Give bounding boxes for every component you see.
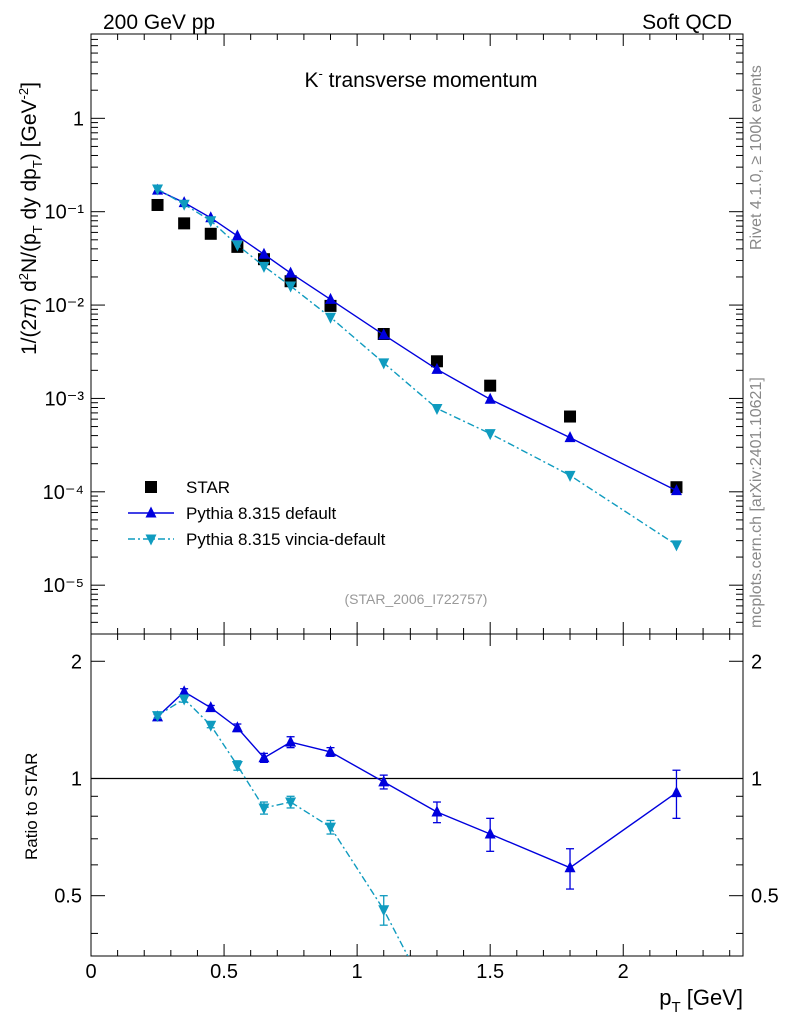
data-point-main xyxy=(285,266,297,278)
data-point-main xyxy=(205,216,217,228)
data-point-main xyxy=(564,431,576,443)
data-point-ratio xyxy=(285,797,297,809)
data-point-ratio xyxy=(431,805,443,817)
x-tick-label: 1 xyxy=(352,961,363,983)
data-point-main xyxy=(231,229,243,241)
data-point-main xyxy=(378,358,390,370)
data-point-main xyxy=(431,362,443,374)
data-point-ratio xyxy=(378,905,390,917)
ratio-frame xyxy=(90,633,744,957)
data-point-main xyxy=(431,404,443,416)
data-point-main xyxy=(670,540,682,552)
y-tick-label-ratio-right: 1 xyxy=(751,768,762,790)
data-point-main xyxy=(564,470,576,482)
data-point-main xyxy=(152,184,164,196)
legend-label: STAR xyxy=(186,478,230,497)
data-point-main xyxy=(258,261,270,273)
data-point-main xyxy=(325,292,337,304)
data-point-main xyxy=(484,379,497,392)
data-point-main xyxy=(670,484,682,496)
y-tick-label-main: 10⁻³ xyxy=(45,388,85,410)
rivet-label: Rivet 4.1.0, ≥ 100k events xyxy=(748,65,765,250)
legend-label: Pythia 8.315 default xyxy=(186,504,337,523)
data-point-main xyxy=(378,328,390,340)
x-tick-label: 0.5 xyxy=(210,961,238,983)
data-point-ratio xyxy=(564,861,576,873)
y-tick-label-main: 10⁻⁴ xyxy=(43,482,84,504)
data-point-main xyxy=(178,217,191,230)
data-point-ratio xyxy=(325,745,337,757)
x-tick-label: 1.5 xyxy=(476,961,504,983)
header-right: Soft QCD xyxy=(642,11,732,34)
data-point-main xyxy=(325,312,337,324)
y-tick-label-main: 10⁻¹ xyxy=(45,202,85,224)
data-point-ratio xyxy=(205,720,217,732)
data-point-main xyxy=(204,227,217,240)
legend: STAR Pythia 8.315 default Pythia 8.315 vin… xyxy=(128,478,386,549)
data-point-main xyxy=(257,253,270,266)
data-point-ratio xyxy=(178,685,190,697)
x-tick-label: 0 xyxy=(85,961,96,983)
series-line-ratio xyxy=(157,690,677,869)
y-tick-label-main: 10⁻² xyxy=(45,295,85,317)
y-tick-label-ratio-right: 2 xyxy=(751,651,762,673)
data-point-main xyxy=(231,240,243,252)
data-point-ratio xyxy=(378,775,390,787)
legend-marker xyxy=(145,506,157,518)
x-axis-title: pT [GeV] xyxy=(659,985,743,1016)
data-point-ratio xyxy=(285,735,297,747)
data-point-ratio xyxy=(152,711,164,723)
chart-title: K- transverse momentum xyxy=(304,66,537,92)
y-tick-label-ratio: 1 xyxy=(71,768,82,790)
ratio-series xyxy=(152,685,682,956)
y-axis-title-ratio: Ratio to STAR xyxy=(22,753,41,860)
data-point-main xyxy=(285,281,297,293)
legend-marker xyxy=(145,534,157,546)
data-point-ratio xyxy=(258,803,270,815)
data-point-ratio xyxy=(205,701,217,713)
legend-label: Pythia 8.315 vincia-default xyxy=(186,530,386,549)
data-point-main xyxy=(258,247,270,259)
ratio-panel: 0 0.5 1 1.5 2 0.5 0.5 1 1 2 2 xyxy=(54,633,779,983)
data-point-main xyxy=(151,198,164,211)
data-point-main xyxy=(484,429,496,441)
y-tick-label-main: 10⁻⁵ xyxy=(43,575,84,597)
data-point-main xyxy=(430,355,443,368)
y-tick-label-ratio: 2 xyxy=(71,651,82,673)
data-point-ratio xyxy=(258,751,270,763)
series-line-main xyxy=(157,189,677,492)
main-panel: 10⁻⁵ 10⁻⁴ 10⁻³ 10⁻² 10⁻¹ 1 xyxy=(43,33,744,635)
y-tick-label-ratio-right: 0.5 xyxy=(751,886,779,908)
data-point-ratio xyxy=(231,760,243,772)
data-point-ratio xyxy=(484,827,496,839)
header-left: 200 GeV pp xyxy=(103,11,215,34)
y-tick-label-main: 1 xyxy=(73,108,84,130)
legend-marker xyxy=(145,481,157,493)
y-tick-label-ratio: 0.5 xyxy=(54,886,82,908)
x-tick-label: 2 xyxy=(618,961,629,983)
data-point-ratio xyxy=(231,721,243,733)
data-point-main xyxy=(484,392,496,404)
analysis-tag: (STAR_2006_I722757) xyxy=(345,591,488,607)
mcplots-label: mcplots.cern.ch [arXiv:2401.10621] xyxy=(748,377,765,628)
y-axis-title-main: 1/(2π) d2N/(pT dy dpT) [GeV-2] xyxy=(16,82,45,355)
data-point-ratio xyxy=(325,822,337,834)
data-point-ratio xyxy=(670,786,682,798)
data-point-main xyxy=(564,410,577,423)
data-point-main xyxy=(178,199,190,211)
data-point-ratio xyxy=(178,694,190,706)
